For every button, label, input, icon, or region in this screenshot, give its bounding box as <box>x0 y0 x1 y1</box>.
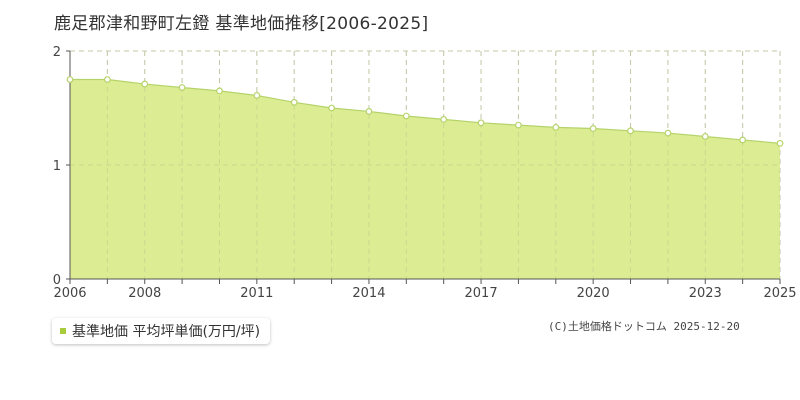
data-point <box>66 76 74 83</box>
x-tick-label: 2006 <box>53 286 86 301</box>
data-point <box>776 139 784 147</box>
marker-layer <box>66 76 784 147</box>
chart-title: 鹿足郡津和野町左鐙 基準地価推移[2006-2025] <box>54 14 429 34</box>
data-point <box>103 76 111 83</box>
data-point <box>515 121 522 129</box>
x-tick-label: 2020 <box>577 286 610 301</box>
data-point <box>402 112 410 120</box>
data-point <box>365 108 373 115</box>
y-tick-label: 0 <box>53 273 61 288</box>
y-tick-label: 1 <box>53 159 61 174</box>
data-point <box>216 87 223 95</box>
data-point <box>141 80 149 88</box>
legend: 基準地価 平均坪単価(万円/坪) <box>52 318 271 344</box>
data-point <box>552 123 560 131</box>
y-tick-label: 2 <box>53 45 61 60</box>
data-point <box>290 98 298 106</box>
data-point <box>627 127 634 135</box>
data-point <box>477 119 485 127</box>
legend-label: 基準地価 平均坪単価(万円/坪) <box>72 324 261 340</box>
x-tick-label: 2008 <box>128 286 161 301</box>
copyright-text: (C)土地価格ドットコム 2025-12-20 <box>548 320 740 333</box>
data-point <box>589 125 597 132</box>
data-point <box>178 84 186 91</box>
x-tick-label: 2014 <box>352 286 385 301</box>
data-point <box>739 136 747 144</box>
series-line <box>70 78 781 144</box>
data-point <box>328 104 335 112</box>
axis-layer <box>66 50 781 284</box>
x-tick-label: 2025 <box>763 286 796 301</box>
data-point <box>664 129 672 137</box>
legend-swatch <box>60 328 66 334</box>
data-point <box>701 133 709 140</box>
data-point <box>440 115 448 123</box>
data-point <box>253 92 261 99</box>
x-tick-label: 2023 <box>689 286 722 301</box>
x-tick-label: 2017 <box>465 286 498 301</box>
label-layer: 0 1 2 2006 2008 2011 2014 2017 2020 2023 2025 <box>53 45 797 301</box>
x-tick-label: 2011 <box>240 286 273 301</box>
